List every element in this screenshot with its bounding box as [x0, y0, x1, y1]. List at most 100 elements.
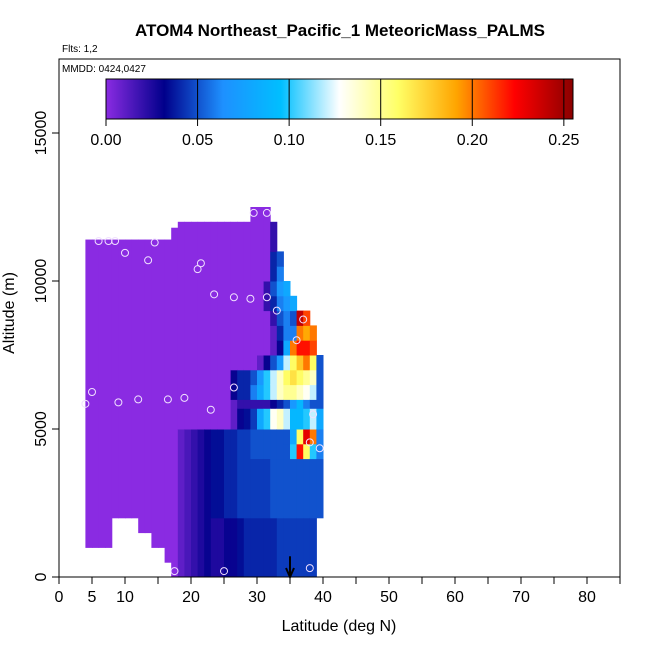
heatmap-cell — [257, 369, 265, 386]
sample-point — [114, 398, 123, 407]
flights-annotation: Flts: 1,2 — [62, 44, 98, 55]
heatmap-cell — [276, 384, 284, 400]
heatmap-cell — [283, 295, 291, 312]
heatmap-cell — [191, 429, 199, 578]
heatmap-cell — [243, 369, 251, 400]
heatmap-cell — [257, 517, 265, 578]
heatmap-cell — [270, 517, 278, 578]
heatmap-cell — [276, 429, 284, 460]
heatmap-cell — [296, 443, 304, 460]
heatmap-cell — [263, 369, 271, 386]
sample-point — [206, 405, 215, 414]
heatmap-cell — [309, 325, 317, 341]
heatmap-cell — [303, 369, 311, 386]
heatmap-cell — [276, 310, 284, 326]
heatmap-cell — [118, 239, 126, 519]
heatmap-cell — [270, 251, 278, 282]
y-tick-label: 15000 — [33, 111, 50, 156]
heatmap-cell — [263, 429, 271, 460]
heatmap-cell — [230, 369, 238, 400]
heatmap-cell — [276, 281, 284, 297]
heatmap-cell — [257, 384, 265, 400]
colorbar-tick-label: 0.10 — [274, 132, 305, 149]
heatmap-cell — [309, 340, 317, 356]
sample-point — [193, 265, 202, 274]
sample-point — [196, 259, 205, 268]
x-tick-label: 70 — [512, 589, 530, 606]
sample-point — [249, 208, 258, 217]
heatmap-cell — [263, 384, 271, 400]
heatmap-cell — [217, 221, 225, 430]
heatmap-cell — [243, 399, 251, 409]
heatmap-cell — [263, 517, 271, 578]
heatmap-cell — [290, 325, 298, 341]
heatmap-cell — [250, 207, 258, 371]
heatmap-cell — [290, 340, 298, 356]
heatmap-cell — [257, 207, 265, 356]
heatmap-cell — [290, 399, 298, 409]
heatmap-cell — [309, 384, 317, 400]
sample-point — [262, 208, 271, 217]
heatmap-cell — [283, 340, 291, 356]
heatmap-cell — [263, 399, 271, 409]
heatmap-cell — [316, 458, 324, 519]
plot-frame — [58, 58, 621, 578]
x-tick-label: 60 — [446, 589, 464, 606]
heatmap-cell — [290, 310, 298, 326]
heatmap-cell — [243, 429, 251, 519]
heatmap-cell — [303, 408, 311, 430]
heatmap-cell — [290, 443, 298, 460]
heatmap-cell — [296, 408, 304, 430]
heatmap-cell — [177, 429, 185, 578]
heatmap-cell — [250, 429, 258, 460]
heatmap-cell — [276, 369, 284, 386]
sample-point — [262, 293, 271, 302]
heatmap-cell — [303, 517, 311, 578]
heatmap-cell — [283, 458, 291, 519]
sample-point — [94, 237, 103, 246]
heatmap-cell — [290, 408, 298, 430]
heatmap-cell — [197, 221, 205, 430]
heatmap-cell — [257, 429, 265, 460]
heatmap-cell — [303, 443, 311, 460]
sample-point — [170, 567, 179, 576]
heatmap-cell — [296, 384, 304, 400]
heatmap-cell — [283, 384, 291, 400]
heatmap-cell — [125, 239, 133, 519]
heatmap-cell — [290, 429, 298, 445]
heatmap-cell — [303, 384, 311, 400]
y-axis: 0 5000 10000 15000 — [33, 111, 59, 581]
sample-point — [299, 315, 308, 324]
sample-point — [163, 395, 172, 404]
x-tick-label: 80 — [578, 589, 596, 606]
heatmap-cell — [303, 325, 311, 341]
heatmap-cell — [270, 295, 278, 312]
heatmap-cell — [230, 429, 238, 519]
x-tick-label: 30 — [248, 589, 266, 606]
heatmap-cell — [158, 239, 166, 548]
heatmap-cell — [204, 221, 212, 430]
heatmap-cell — [270, 399, 278, 409]
heatmap-cell — [243, 517, 251, 578]
heatmap-cell — [263, 310, 271, 356]
heatmap-cell — [283, 399, 291, 409]
sample-points — [81, 208, 324, 576]
colorbar-tick-label: 0.15 — [365, 132, 396, 149]
heatmap-cell — [263, 207, 271, 282]
heatmap-cell — [309, 458, 317, 519]
heatmap-cell — [290, 458, 298, 519]
heatmap-cell — [290, 369, 298, 386]
x-tick-label: 5 — [88, 589, 97, 606]
sample-point — [111, 237, 120, 246]
y-tick-label: 10000 — [33, 259, 50, 304]
heatmap-cell — [250, 517, 258, 578]
heatmap-cell — [257, 399, 265, 409]
heatmap-cell — [263, 408, 271, 430]
heatmap-cell — [224, 429, 232, 519]
heatmap-cell — [283, 408, 291, 430]
heatmap-cell — [210, 221, 218, 430]
heatmap-cell — [316, 429, 324, 460]
heatmap-cell — [263, 281, 271, 312]
heatmap-cell — [303, 399, 311, 409]
